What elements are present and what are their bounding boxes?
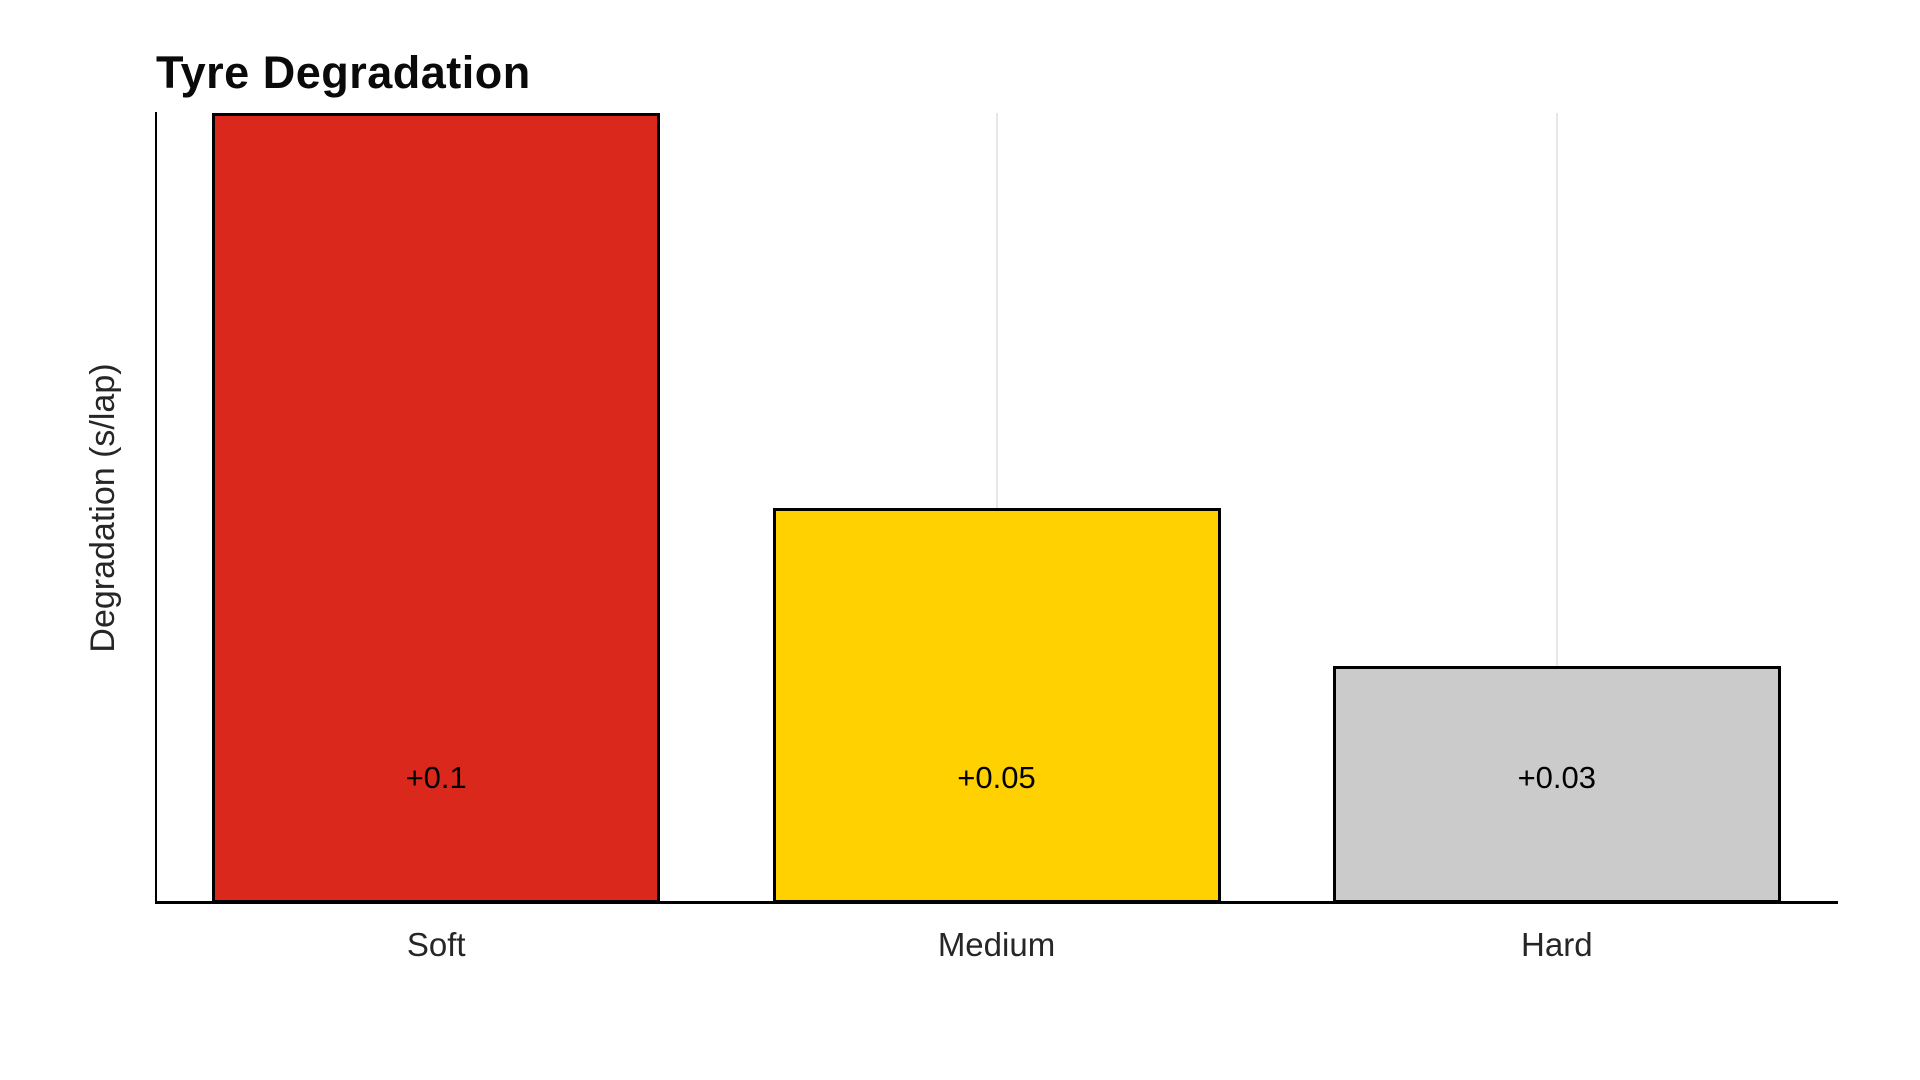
x-axis-line	[155, 901, 1838, 904]
bar-value-label-medium: +0.05	[957, 760, 1036, 795]
bar-value-label-hard: +0.03	[1517, 760, 1597, 795]
y-axis-label: Degradation (s/lap)	[84, 363, 122, 653]
bar-hard	[1332, 666, 1781, 903]
bar-soft	[212, 113, 661, 903]
gridline-hard	[1555, 113, 1558, 903]
bar-value-label-soft: +0.1	[405, 760, 467, 795]
bar-medium	[772, 508, 1221, 903]
x-tick-label-medium: Medium	[937, 926, 1056, 963]
x-tick-label-hard: Hard	[1521, 926, 1593, 963]
chart-title: Tyre Degradation	[156, 47, 531, 98]
y-axis-line	[155, 112, 157, 903]
x-tick-label-soft: Soft	[406, 926, 466, 963]
